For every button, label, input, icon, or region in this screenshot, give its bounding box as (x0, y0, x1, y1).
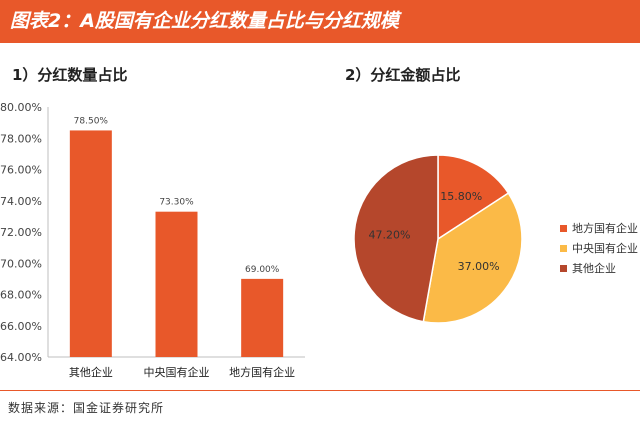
legend-item: 中央国有企业 (560, 238, 638, 258)
y-tick-label: 76.00% (0, 164, 42, 177)
legend-swatch (560, 264, 567, 272)
footer: 数据来源：国金证券研究所 (0, 390, 640, 421)
legend-swatch (560, 224, 567, 232)
bar (69, 130, 112, 357)
y-tick-label: 66.00% (0, 320, 42, 333)
bar-value-label: 73.30% (159, 198, 194, 208)
pie-chart: 15.80% 37.00% 47.20% (353, 154, 523, 324)
pie-slice (422, 192, 523, 324)
y-tick-label: 78.00% (0, 132, 42, 145)
bar-value-label: 78.50% (74, 116, 109, 126)
pie-value-label: 37.00% (458, 260, 500, 273)
bar-value-label: 69.00% (245, 265, 280, 275)
legend-label: 地方国有企业 (572, 222, 638, 235)
pie-slice (353, 154, 439, 323)
pie-value-label: 47.20% (368, 229, 410, 242)
legend-label: 中央国有企业 (572, 242, 638, 255)
pie-slice (437, 154, 510, 241)
pie-value-label: 15.80% (440, 190, 482, 203)
x-category-label: 其他企业 (69, 365, 113, 379)
y-tick-label: 74.00% (0, 195, 42, 208)
y-tick-label: 68.00% (0, 289, 42, 302)
source-note: 数据来源：国金证券研究所 (8, 401, 165, 415)
legend-swatch (560, 244, 567, 252)
bar (241, 278, 284, 357)
pie-chart-title: 2）分红金额占比 (345, 66, 461, 84)
x-category-label: 中央国有企业 (144, 365, 210, 379)
legend-label: 其他企业 (572, 262, 616, 275)
legend-item: 地方国有企业 (560, 218, 638, 238)
y-tick-label: 64.00% (0, 351, 42, 364)
bar-chart-title: 1）分红数量占比 (12, 66, 128, 84)
x-category-label: 地方国有企业 (229, 365, 295, 379)
bar-chart: 64.00% 66.00% 68.00% 70.00% 72.00% 74.00% 76.0… (0, 101, 305, 379)
y-tick-label: 72.00% (0, 226, 42, 239)
legend-item: 其他企业 (560, 258, 638, 278)
chart-header-title: 图表2：A股国有企业分红数量占比与分红规模 (0, 0, 640, 43)
bar (155, 211, 198, 357)
y-tick-label: 80.00% (0, 101, 42, 114)
y-tick-label: 70.00% (0, 257, 42, 270)
pie-legend: 地方国有企业 中央国有企业 其他企业 (560, 218, 638, 278)
